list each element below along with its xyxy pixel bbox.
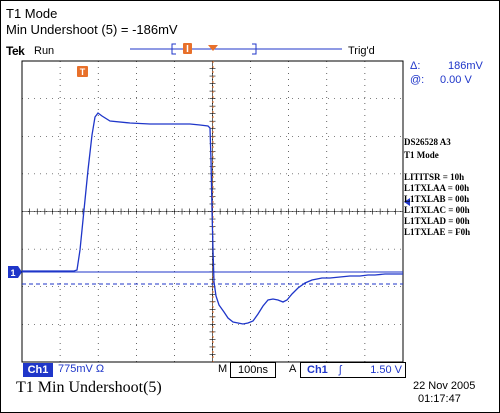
at-value: 0.00 V — [440, 74, 472, 86]
trigger-channel: Ch1 — [307, 364, 328, 376]
brand-logo: Tek — [6, 44, 25, 58]
at-label: @: — [410, 74, 425, 86]
trigger-position-arrow — [208, 45, 218, 51]
trigger-status: Trig'd — [348, 45, 375, 57]
ch1-waveform — [22, 112, 403, 325]
delta-value: 186mV — [448, 60, 483, 72]
record-position-bar — [130, 43, 342, 55]
screenshot-caption: T1 Min Undershoot(5) — [16, 379, 162, 396]
run-status: Run — [34, 45, 55, 57]
trigger-settings[interactable]: Ch1 ʃ 1.50 V — [300, 362, 406, 378]
register-entry: L1TXLAA = 00h — [404, 183, 470, 193]
time-per-div[interactable]: 100ns — [230, 362, 276, 378]
rising-edge-icon: ʃ — [339, 364, 342, 376]
register-entry: L1TXLAD = 00h — [404, 216, 470, 226]
delta-label: Δ: — [410, 60, 421, 72]
trigger-level: 1.50 V — [370, 364, 402, 376]
trigger-marker-t: T — [77, 66, 88, 77]
capture-date: 22 Nov 2005 — [413, 380, 476, 392]
mode-title: T1 Mode — [6, 6, 58, 21]
capture-time: 01:17:47 — [418, 393, 461, 405]
trigger-mode-label: A — [289, 363, 297, 375]
device-id: DS26528 A3 — [404, 137, 451, 147]
measurement-title: Min Undershoot (5) = -186mV — [6, 22, 178, 37]
device-mode: T1 Mode — [404, 150, 439, 160]
channel1-badge[interactable]: Ch1 — [23, 363, 53, 377]
record-trigger-marker — [183, 43, 192, 54]
main-timebase-label: M — [218, 363, 228, 375]
trigger-level-arrow — [404, 198, 410, 206]
register-entry: LITITSR = 10h — [404, 172, 465, 182]
svg-text:T: T — [80, 67, 86, 77]
register-entry: L1TXLAC = 00h — [404, 205, 470, 215]
volts-per-div: 775mV Ω — [58, 363, 105, 375]
channel1-marker: 1 — [8, 266, 22, 278]
register-entry: L1TXLAE = F0h — [404, 227, 471, 237]
register-entry: L1TXLAB = 00h — [404, 194, 470, 204]
svg-text:1: 1 — [10, 268, 15, 278]
